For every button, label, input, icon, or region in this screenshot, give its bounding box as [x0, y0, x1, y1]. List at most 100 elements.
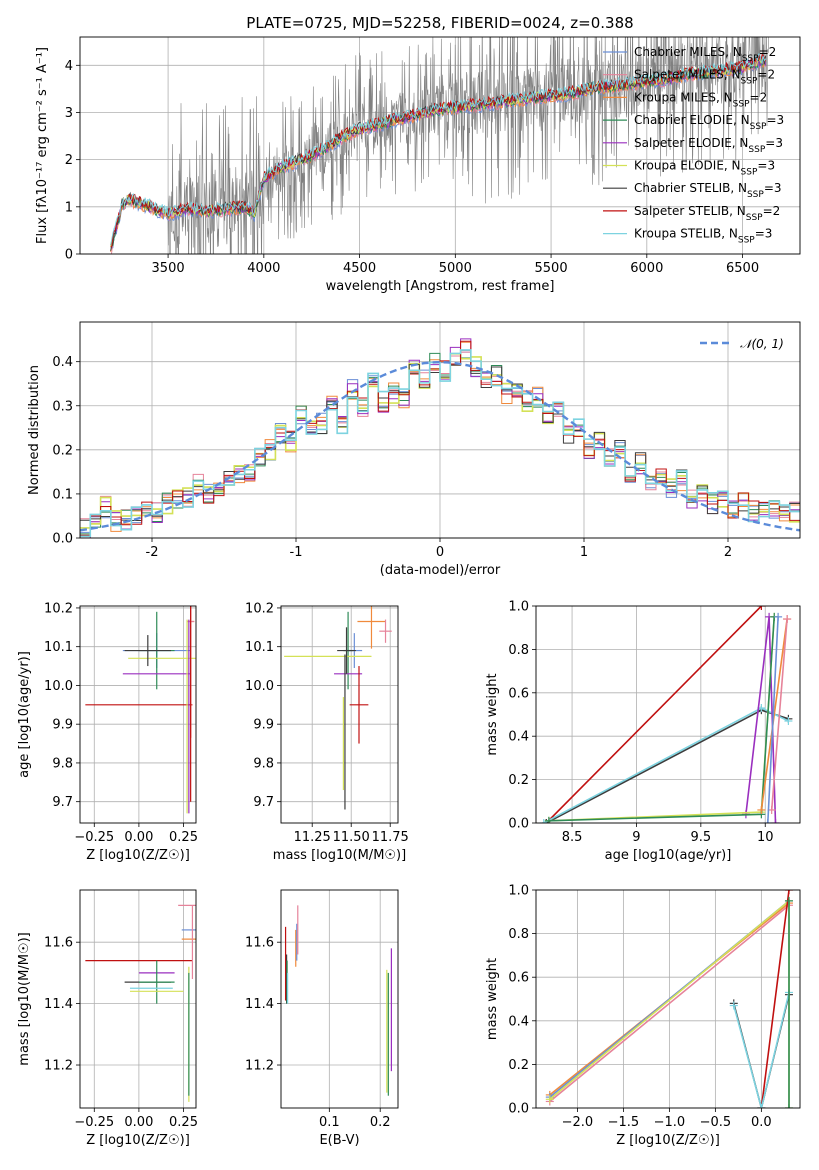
y-tick-label: 0.0 [508, 1102, 529, 1117]
plus-marker [783, 615, 792, 624]
x-tick-label: 11.50 [333, 830, 370, 845]
x-tick-label: −1.5 [608, 1115, 640, 1130]
plus-marker [784, 717, 793, 726]
x-axis-label: age [log10(age/yr)] [605, 848, 732, 863]
y-tick-label: 2 [65, 153, 73, 168]
y-tick-label: 9.8 [253, 756, 274, 771]
age-vs-Z-panel: −0.25 0.00 0.25 9.7 9.8 9.9 10.0 10.1 10.2 Z [log… [17, 601, 198, 863]
plus-marker [757, 1104, 766, 1108]
mass-vs-Z-panel: −0.25 0.00 0.25 11.2 11.4 11.6 Z [log10(Z/Z☉)]… [17, 889, 198, 1148]
x-tick-label: 1 [580, 545, 588, 560]
y-axis-label: mass weight [485, 958, 500, 1040]
grid [80, 890, 196, 1108]
errorbar-point [124, 635, 172, 667]
x-tick-label: 3500 [152, 261, 185, 276]
weight-vs-age-panel: 8.5 9 9.5 10 0.0 0.2 0.4 0.6 0.8 1.0 age [log10(ag… [485, 600, 801, 863]
x-tick-label: 0.25 [169, 830, 198, 845]
y-tick-label: 9.7 [52, 795, 73, 810]
y-axis-label: mass weight [485, 673, 500, 755]
legend-label: Chabrier ELODIE, NSSP=3 [634, 113, 784, 132]
y-tick-label: 11.6 [245, 936, 274, 951]
plus-marker [545, 1095, 554, 1104]
y-tick-label: 9.7 [253, 795, 274, 810]
y-tick-label: 0.8 [508, 643, 529, 658]
x-tick-label: −0.25 [74, 1115, 114, 1130]
x-tick-label: 0.00 [124, 830, 153, 845]
x-tick-label: 0 [436, 545, 444, 560]
x-tick-label: 9 [632, 830, 640, 845]
y-axis-label: Normed distribution [27, 365, 42, 495]
weight-line-salpeter-miles [770, 618, 788, 811]
age-vs-mass-panel: 11.25 11.50 11.75 9.7 9.8 9.9 10.0 10.1 10.2 mass… [245, 601, 409, 863]
y-tick-label: 0.6 [508, 686, 529, 701]
x-axis-label: Z [log10(Z/Z☉)] [86, 1133, 190, 1148]
weight-line-chabrier-miles [767, 616, 779, 823]
x-tick-label: 5000 [439, 261, 472, 276]
histogram-kroupa-stelib [80, 349, 800, 538]
y-tick-label: 10.0 [44, 679, 73, 694]
x-tick-label: 0.1 [319, 1115, 340, 1130]
residuals-panel: -2 -1 0 1 2 0.0 0.1 0.2 0.3 0.4 (data-model)/error… [27, 321, 801, 578]
grid [80, 606, 196, 823]
y-tick-label: 9.8 [52, 756, 73, 771]
y-tick-label: 1.0 [508, 600, 529, 615]
errorbar-point [337, 627, 356, 674]
plus-marker [771, 819, 780, 823]
y-tick-label: 3 [65, 106, 73, 121]
y-axis-label: mass [log10(M/M☉)] [17, 932, 32, 1065]
x-tick-label: 6000 [630, 261, 663, 276]
legend-label: Salpeter ELODIE, NSSP=3 [634, 136, 783, 155]
plus-marker [729, 1001, 738, 1010]
errorbar-point [357, 606, 386, 649]
y-tick-label: 0.0 [508, 817, 529, 832]
plot-frame [79, 321, 801, 539]
y-tick-label: 11.6 [44, 936, 73, 951]
plot-frame [79, 605, 197, 824]
y-tick-label: 0.1 [52, 487, 73, 502]
x-tick-label: 0.0 [751, 1115, 772, 1130]
model-spectrum-kroupa-stelib [110, 53, 766, 245]
y-tick-label: 10.2 [44, 601, 73, 616]
x-axis-label: (data-model)/error [380, 563, 501, 578]
y-tick-label: 10.2 [245, 601, 274, 616]
plot-frame [280, 605, 399, 824]
plot-frame [79, 36, 801, 255]
x-tick-label: -1 [290, 545, 303, 560]
y-tick-label: 0.4 [52, 355, 73, 370]
x-axis-label: wavelength [Angstrom, rest frame] [326, 279, 555, 294]
x-axis-label: mass [log10(M/M☉)] [273, 848, 406, 863]
legend-label: Kroupa ELODIE, NSSP=3 [634, 159, 775, 178]
x-tick-label: 4500 [343, 261, 376, 276]
x-axis-label: Z [log10(Z/Z☉)] [86, 848, 190, 863]
x-tick-label: 8.5 [562, 830, 583, 845]
y-tick-label: 11.4 [245, 997, 274, 1012]
errorbars [85, 606, 196, 814]
weight-line-kroupa-stelib [733, 992, 790, 1108]
x-tick-label: −2.0 [562, 1115, 594, 1130]
plus-marker [784, 1104, 793, 1108]
x-axis-label: E(B-V) [319, 1133, 359, 1148]
plus-marker [774, 612, 783, 621]
figure-title: PLATE=0725, MJD=52258, FIBERID=0024, z=0… [246, 14, 633, 32]
y-tick-label: 0.0 [52, 532, 73, 547]
weight-line-kroupa-miles [760, 618, 788, 811]
y-tick-label: 0.2 [508, 773, 529, 788]
errorbar-point [138, 960, 175, 1004]
y-tick-label: 0.4 [508, 730, 529, 745]
plot-frame [535, 889, 801, 1109]
y-tick-label: 10.0 [245, 679, 274, 694]
y-tick-label: 11.4 [44, 997, 73, 1012]
grid [536, 605, 800, 824]
y-tick-label: 9.9 [52, 718, 73, 733]
x-tick-label: -2 [146, 545, 159, 560]
weight-line-salpeter-miles [549, 904, 790, 1103]
errorbar-point [349, 666, 369, 744]
y-tick-label: 0.2 [508, 1058, 529, 1073]
errorbar-point [379, 619, 392, 643]
spectrum-panel: 3500 4000 4500 5000 5500 6000 6500 0 1 2 3 4 wavelen… [35, 36, 801, 294]
y-tick-label: 10.1 [44, 640, 73, 655]
y-tick-label: 0 [65, 248, 73, 263]
x-tick-label: 0.25 [169, 1115, 198, 1130]
histograms [80, 338, 800, 538]
plus-marker [544, 816, 553, 823]
